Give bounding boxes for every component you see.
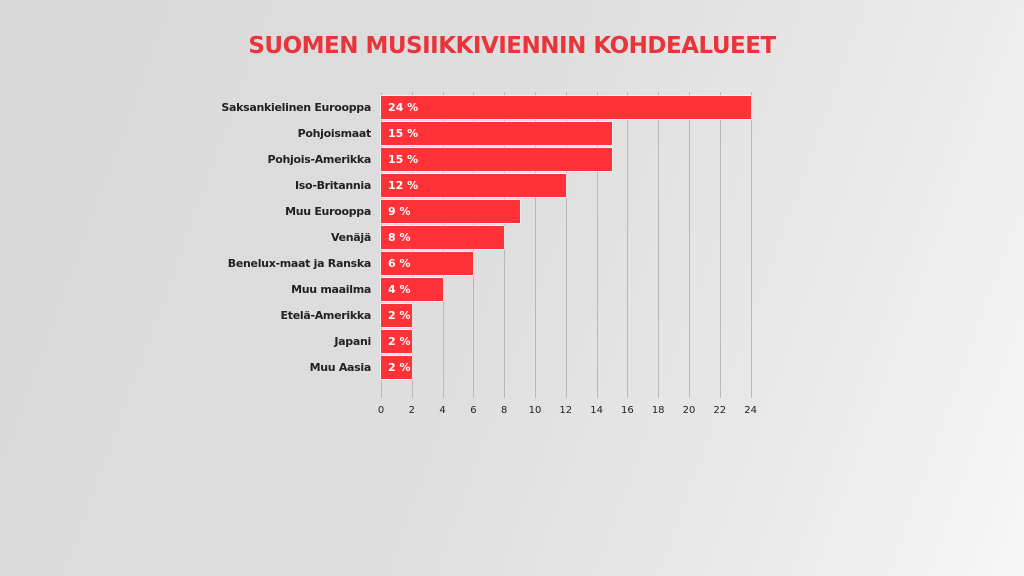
gridline [504, 92, 506, 398]
category-label: Iso-Britannia [295, 179, 371, 192]
bar: 9 % [381, 200, 520, 223]
x-tick-label: 6 [470, 405, 477, 416]
gridline [565, 92, 567, 398]
bar: 15 % [381, 148, 612, 171]
gridline [689, 92, 690, 398]
bar-value-label: 4 % [388, 283, 411, 296]
x-tick-label: 12 [559, 405, 573, 416]
chart-title: SUOMEN MUSIIKKIVIENNIN KOHDEALUEET [248, 33, 776, 59]
category-label: Etelä-Amerikka [280, 309, 372, 322]
bar-value-label: 2 % [388, 361, 411, 374]
bar-value-label: 2 % [388, 335, 411, 348]
x-tick-label: 8 [501, 405, 508, 416]
x-tick-label: 4 [439, 405, 446, 416]
bar-value-label: 8 % [388, 231, 411, 244]
x-tick-label: 2 [408, 405, 415, 416]
gridline [719, 92, 721, 398]
category-label: Japani [334, 335, 371, 348]
bar: 2 % [381, 304, 412, 327]
bar-value-label: 9 % [388, 205, 411, 218]
plot-area: 24 % 15 % 15 % 12 % 9 % 8 % 6 % 4 % 2 % 2 % 2 % [381, 92, 752, 398]
x-tick-label: 22 [713, 405, 727, 416]
bar-value-label: 12 % [388, 179, 419, 192]
x-tick-label: 20 [682, 405, 696, 416]
bar: 2 % [381, 330, 412, 353]
category-label: Muu Eurooppa [285, 205, 371, 218]
bar: 2 % [381, 356, 412, 379]
x-tick-label: 16 [621, 405, 634, 416]
category-label: Muu maailma [291, 283, 371, 296]
x-tick-label: 24 [744, 405, 757, 416]
bar: 12 % [381, 174, 566, 197]
x-tick-label: 0 [377, 405, 385, 416]
bar-value-label: 2 % [388, 309, 411, 322]
gridline [627, 92, 629, 398]
bar-value-label: 15 % [388, 127, 419, 140]
bar: 24 % [381, 96, 751, 119]
x-tick-label: 18 [651, 405, 665, 416]
bar-value-label: 15 % [388, 153, 419, 166]
bar: 8 % [381, 226, 505, 249]
category-label: Benelux-maat ja Ranska [227, 257, 372, 270]
bar: 15 % [381, 122, 612, 145]
bar-value-label: 6 % [388, 257, 411, 270]
gridline [535, 92, 536, 398]
category-label: Pohjois-Amerikka [267, 153, 371, 166]
bar: 6 % [381, 252, 474, 275]
x-tick-label: 10 [528, 405, 542, 416]
gridline [750, 92, 752, 398]
gridline [596, 92, 598, 398]
category-label: Muu Aasia [309, 361, 372, 374]
gridline [658, 92, 660, 398]
category-label: Pohjoismaat [297, 127, 372, 140]
category-label: Saksankielinen Eurooppa [221, 101, 371, 114]
bar: 4 % [381, 278, 443, 301]
category-label: Venäjä [330, 231, 371, 244]
bar-value-label: 24 % [388, 101, 419, 114]
x-tick-label: 14 [590, 405, 603, 416]
